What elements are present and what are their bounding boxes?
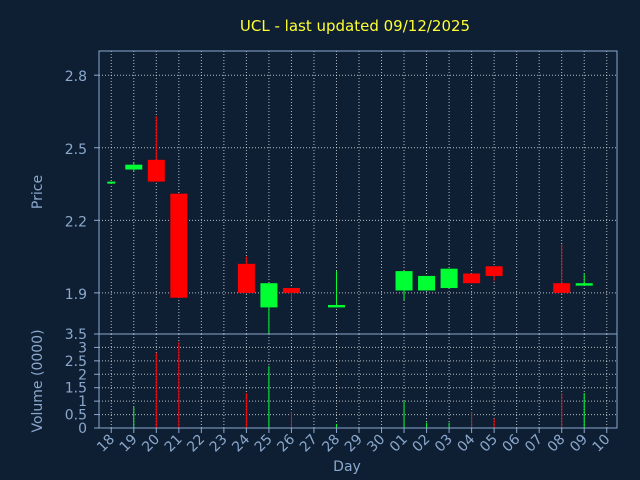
volume-tick-label: 2.5 bbox=[65, 354, 87, 370]
day-tick-label: 09 bbox=[567, 432, 591, 456]
volume-axis-label: Volume (0000) bbox=[30, 329, 46, 432]
candle-body bbox=[237, 263, 255, 293]
price-tick-label: 2.5 bbox=[65, 142, 87, 158]
day-tick-label: 07 bbox=[522, 432, 546, 456]
volume-tick-label: 2 bbox=[78, 367, 87, 383]
day-tick-label: 08 bbox=[545, 432, 569, 456]
volume-panel: 00.511.522.533.5 bbox=[65, 327, 618, 437]
day-tick-label: 24 bbox=[229, 431, 253, 455]
chart-title: UCL - last updated 09/12/2025 bbox=[240, 17, 470, 35]
candle-body bbox=[282, 288, 300, 293]
candle-body bbox=[260, 283, 278, 308]
day-tick-label: 28 bbox=[319, 432, 343, 456]
day-tick-label: 29 bbox=[342, 432, 366, 456]
day-tick-label: 26 bbox=[274, 431, 298, 455]
day-tick-label: 30 bbox=[364, 432, 388, 456]
day-tick-labels: 1819202122232425262728293001020304050607… bbox=[94, 428, 614, 456]
day-tick-label: 22 bbox=[184, 432, 208, 456]
candle-body bbox=[553, 283, 571, 293]
candle-body bbox=[463, 273, 481, 284]
day-tick-label: 05 bbox=[477, 432, 501, 456]
price-tick-label: 2.2 bbox=[65, 214, 87, 230]
price-tick-label: 2.8 bbox=[65, 69, 87, 85]
volume-tick-label: 1 bbox=[78, 394, 87, 410]
price-panel: 1.9 2.2 2.5 2.8 bbox=[65, 50, 618, 335]
day-tick-label: 19 bbox=[117, 432, 141, 456]
candle-body bbox=[147, 159, 165, 182]
day-tick-label: 02 bbox=[409, 432, 433, 456]
day-tick-label: 18 bbox=[94, 432, 118, 456]
candle-body bbox=[485, 266, 503, 276]
volume-tick-label: 0 bbox=[78, 421, 87, 437]
volume-tick-label: 3.5 bbox=[65, 327, 87, 343]
price-axis-label: Price bbox=[30, 175, 46, 209]
day-tick-label: 27 bbox=[297, 432, 321, 456]
day-tick-label: 01 bbox=[387, 432, 411, 456]
volume-tick-label: 1.5 bbox=[65, 381, 87, 397]
candle-body bbox=[395, 271, 413, 291]
day-tick-label: 03 bbox=[432, 432, 456, 456]
candle-body bbox=[327, 304, 345, 308]
day-tick-label: 06 bbox=[500, 431, 524, 455]
day-tick-label: 20 bbox=[139, 432, 163, 456]
day-tick-label: 25 bbox=[252, 432, 276, 456]
price-tick-label: 1.9 bbox=[65, 287, 87, 303]
day-tick-label: 21 bbox=[162, 432, 186, 456]
candle-body bbox=[107, 181, 116, 184]
candle-body bbox=[170, 193, 188, 298]
day-axis-label: Day bbox=[333, 459, 361, 475]
candle-body bbox=[575, 283, 593, 286]
candle-body bbox=[125, 164, 143, 170]
volume-plot-frame bbox=[98, 333, 618, 429]
volume-tick-label: 3 bbox=[78, 340, 87, 356]
candle-body bbox=[418, 275, 436, 291]
day-tick-label: 10 bbox=[590, 432, 614, 456]
day-tick-label: 23 bbox=[207, 432, 231, 456]
day-tick-label: 04 bbox=[455, 431, 479, 455]
candle-body bbox=[440, 268, 458, 289]
volume-tick-label: 0.5 bbox=[65, 408, 87, 424]
